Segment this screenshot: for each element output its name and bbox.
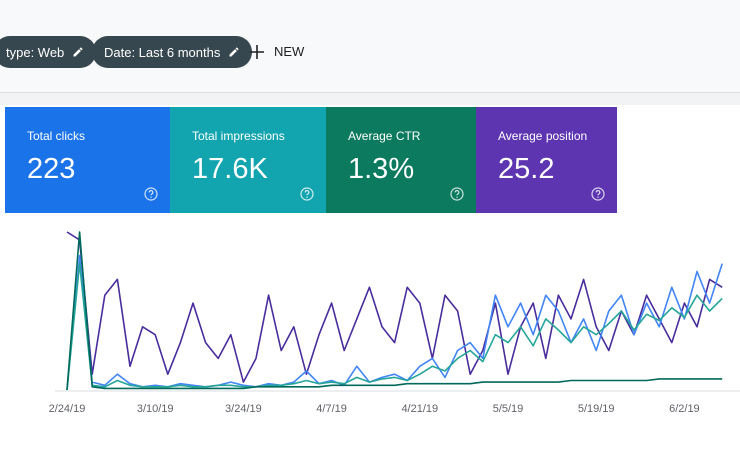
metric-label: Total clicks xyxy=(27,129,86,143)
metric-value: 223 xyxy=(27,153,76,185)
x-tick-label: 5/5/19 xyxy=(493,403,524,415)
metric-card[interactable]: Total impressions 17.6K xyxy=(170,107,326,213)
filter-label: type: Web xyxy=(6,44,65,60)
edit-icon xyxy=(73,47,83,57)
toolbar: type: Web Date: Last 6 months NEW xyxy=(0,0,740,93)
filter-chip[interactable]: type: Web xyxy=(0,36,97,68)
metric-card[interactable]: Average position 25.2 xyxy=(476,107,617,213)
x-tick-label: 3/24/19 xyxy=(225,403,262,415)
metric-card[interactable]: Average CTR 1.3% xyxy=(326,107,476,213)
series-line xyxy=(66,254,723,391)
performance-panel: Total clicks 223 Total impressions 17.6K Ave… xyxy=(0,105,740,451)
x-tick-label: 5/19/19 xyxy=(578,403,615,415)
help-icon[interactable] xyxy=(450,187,464,201)
plus-icon xyxy=(250,44,264,59)
help-icon[interactable] xyxy=(591,187,605,201)
new-label: NEW xyxy=(274,44,305,59)
metric-value: 25.2 xyxy=(498,153,555,185)
metric-label: Average CTR xyxy=(348,129,421,143)
metric-label: Average position xyxy=(498,129,588,143)
metric-card[interactable]: Total clicks 223 xyxy=(5,107,170,213)
x-tick-label: 4/7/19 xyxy=(316,403,347,415)
filter-label: Date: Last 6 months xyxy=(104,44,221,60)
series-line xyxy=(66,231,723,383)
metric-value: 1.3% xyxy=(348,153,415,185)
series-line xyxy=(66,231,723,391)
metric-label: Total impressions xyxy=(192,129,285,143)
chart: 2/24/19 3/10/19 3/24/19 4/7/19 4/21/19 5/5/19… xyxy=(49,231,740,415)
x-tick-label: 2/24/19 xyxy=(49,403,86,415)
x-tick-label: 4/21/19 xyxy=(401,403,438,415)
metric-value: 17.6K xyxy=(192,153,268,185)
filter-chip[interactable]: Date: Last 6 months xyxy=(92,36,253,68)
x-tick-label: 6/2/19 xyxy=(669,403,700,415)
x-tick-label: 3/10/19 xyxy=(137,403,174,415)
help-icon[interactable] xyxy=(144,187,158,201)
help-icon[interactable] xyxy=(300,187,314,201)
series-line xyxy=(66,262,723,391)
edit-icon xyxy=(229,47,239,57)
new-button[interactable]: NEW xyxy=(250,44,304,59)
